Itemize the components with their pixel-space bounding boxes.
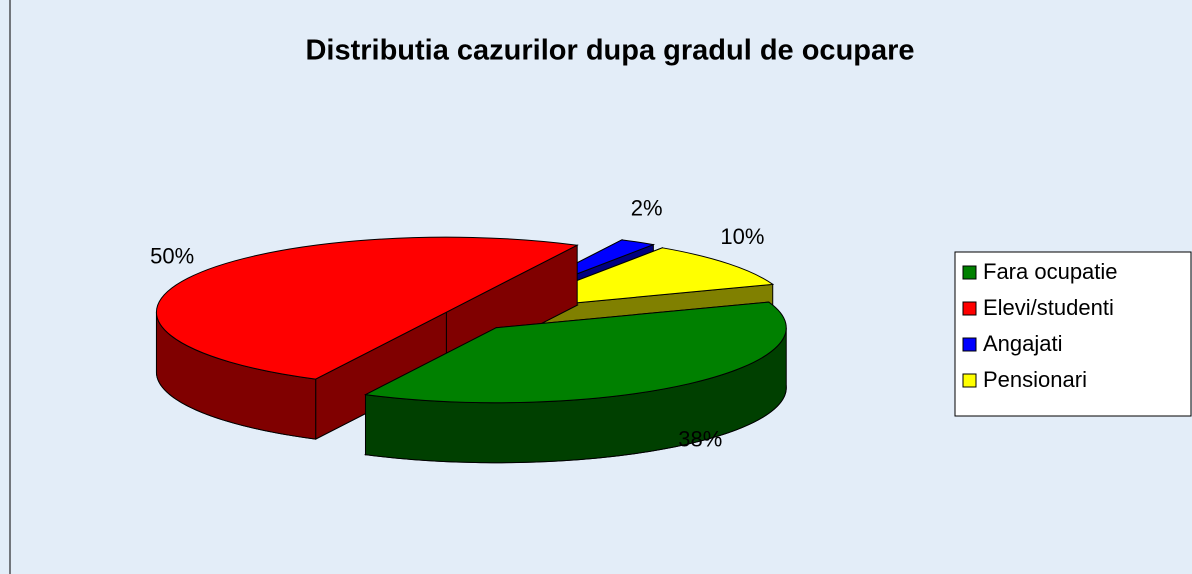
legend-swatch	[962, 337, 977, 352]
data-label: 38%	[678, 427, 722, 452]
pie-slice	[363, 301, 787, 404]
legend-label: Fara ocupatie	[983, 259, 1118, 284]
legend-swatch	[962, 265, 977, 280]
data-label: 50%	[150, 243, 194, 268]
chart-title: Distributia cazurilor dupa gradul de ocu…	[305, 35, 914, 67]
legend-swatch	[962, 373, 977, 388]
legend-label: Elevi/studenti	[983, 295, 1114, 320]
legend-swatch	[962, 301, 977, 316]
legend-label: Pensionari	[983, 367, 1087, 392]
data-label: 10%	[720, 224, 764, 249]
legend-label: Angajati	[983, 331, 1063, 356]
data-label: 2%	[631, 196, 663, 221]
legend-box	[954, 251, 1192, 417]
pie-slice	[155, 236, 579, 380]
